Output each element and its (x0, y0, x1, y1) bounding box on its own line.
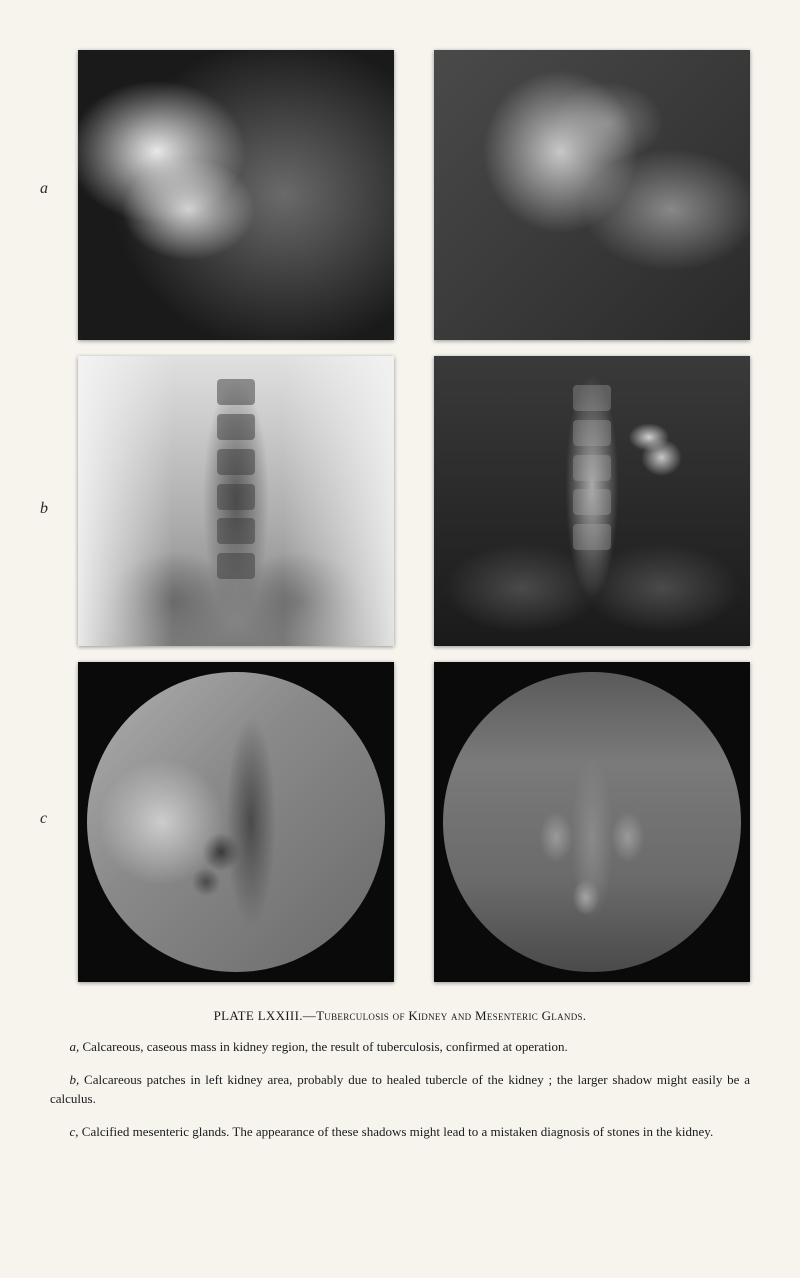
xray-circle-c1 (87, 672, 384, 973)
caption-label-b: b, (70, 1072, 80, 1087)
caption-line-a: a, Calcareous, caseous mass in kidney re… (50, 1038, 750, 1057)
xray-panel-b1 (78, 356, 394, 646)
plate-dash: — (303, 1008, 316, 1023)
xray-panel-a1 (78, 50, 394, 340)
caption-label-c: c, (70, 1124, 79, 1139)
xray-circle-c2 (443, 672, 740, 973)
plate-title: PLATE LXXIII.—Tuberculosis of Kidney and… (50, 1008, 750, 1024)
plate-grid (78, 50, 750, 982)
caption-text-b: Calcareous patches in left kidney area, … (50, 1072, 750, 1106)
xray-panel-c2 (434, 662, 750, 982)
plate-title-text: Tuberculosis of Kidney and Mesenteric Gl… (316, 1008, 586, 1023)
xray-panel-a2 (434, 50, 750, 340)
caption-line-c: c, Calcified mesenteric glands. The appe… (50, 1123, 750, 1142)
caption-line-b: b, Calcareous patches in left kidney are… (50, 1071, 750, 1109)
xray-panel-b2 (434, 356, 750, 646)
xray-panel-c1 (78, 662, 394, 982)
caption-text-c: Calcified mesenteric glands. The appeara… (79, 1124, 714, 1139)
caption-text-a: Calcareous, caseous mass in kidney regio… (79, 1039, 567, 1054)
row-label-c: c (40, 810, 47, 828)
plate-number: PLATE LXXIII. (214, 1008, 303, 1023)
row-label-a: a (40, 180, 48, 198)
caption-label-a: a, (70, 1039, 80, 1054)
row-label-b: b (40, 500, 48, 518)
plate-caption: PLATE LXXIII.—Tuberculosis of Kidney and… (50, 1008, 750, 1141)
